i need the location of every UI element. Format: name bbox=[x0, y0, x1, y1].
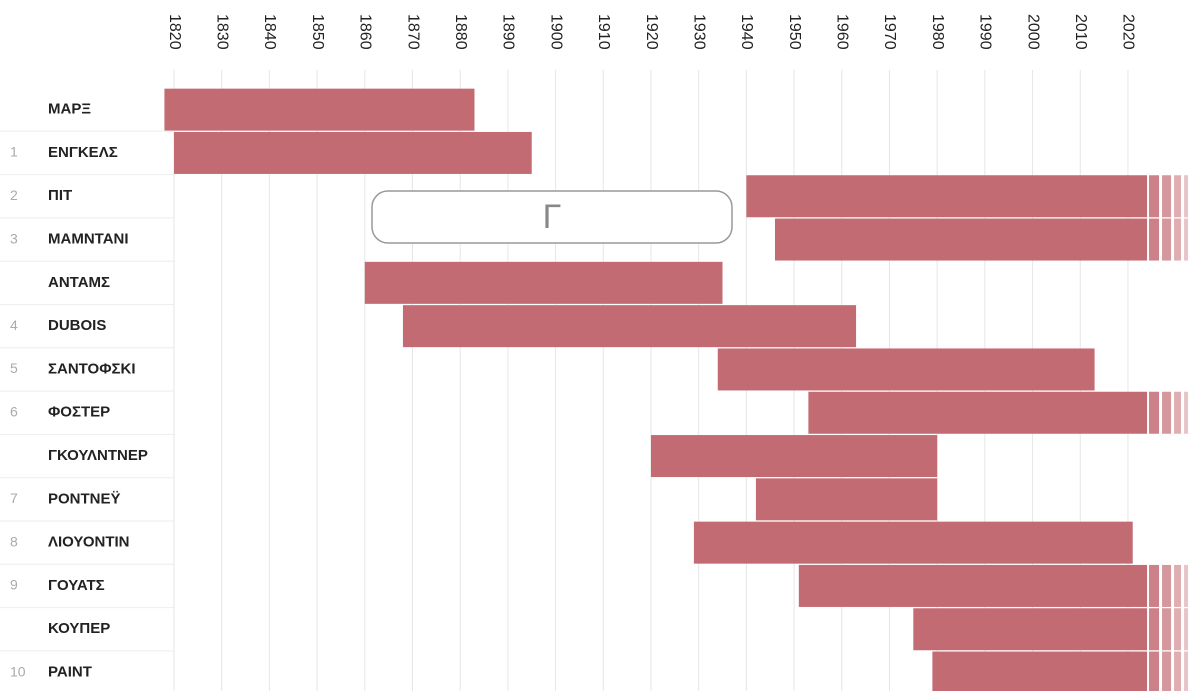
x-tick-label: 2010 bbox=[1072, 14, 1089, 50]
x-tick-label: 2000 bbox=[1024, 14, 1041, 50]
row-rank: 8 bbox=[10, 533, 18, 549]
x-tick-label: 2020 bbox=[1120, 14, 1137, 50]
search-box[interactable] bbox=[371, 190, 733, 244]
ongoing-fade bbox=[1174, 564, 1182, 607]
life-bar bbox=[932, 651, 1148, 691]
x-tick-label: 1950 bbox=[786, 14, 803, 50]
ongoing-fade bbox=[1184, 651, 1188, 691]
life-bar bbox=[650, 435, 938, 478]
x-tick-label: 1910 bbox=[595, 14, 612, 50]
row-name: ΓΚΟΥΛΝΤΝΕΡ bbox=[48, 447, 148, 464]
x-tick-label: 1960 bbox=[834, 14, 851, 50]
x-tick-label: 1900 bbox=[547, 14, 564, 50]
life-bar bbox=[717, 348, 1095, 391]
row-rank: 10 bbox=[10, 663, 26, 679]
ongoing-fade bbox=[1149, 175, 1160, 218]
ongoing-fade bbox=[1162, 175, 1172, 218]
x-tick-label: 1990 bbox=[977, 14, 994, 50]
row-rank: 3 bbox=[10, 230, 18, 246]
x-tick-label: 1920 bbox=[643, 14, 660, 50]
life-bar bbox=[913, 608, 1148, 651]
ongoing-fade bbox=[1174, 218, 1182, 261]
x-tick-label: 1940 bbox=[738, 14, 755, 50]
row-rank: 7 bbox=[10, 490, 18, 506]
row-rank: 4 bbox=[10, 317, 18, 333]
row-rank: 5 bbox=[10, 360, 18, 376]
row-name: DUBOIS bbox=[48, 317, 106, 334]
ongoing-fade bbox=[1174, 175, 1182, 218]
x-tick-label: 1980 bbox=[929, 14, 946, 50]
life-bar bbox=[774, 218, 1148, 261]
x-tick-label: 1840 bbox=[261, 14, 278, 50]
ongoing-fade bbox=[1184, 391, 1188, 434]
life-bar bbox=[164, 88, 475, 131]
x-tick-label: 1830 bbox=[213, 14, 230, 50]
life-bar bbox=[755, 478, 938, 521]
life-bar bbox=[173, 131, 532, 174]
row-name: PAINT bbox=[48, 664, 92, 681]
x-tick-label: 1890 bbox=[500, 14, 517, 50]
x-tick-label: 1850 bbox=[309, 14, 326, 50]
row-name: ΦΟΣΤΕΡ bbox=[48, 404, 110, 421]
x-tick-label: 1860 bbox=[357, 14, 374, 50]
x-tick-label: 1820 bbox=[166, 14, 183, 50]
life-bar bbox=[364, 261, 723, 304]
row-rank: 9 bbox=[10, 577, 18, 593]
life-bar bbox=[798, 564, 1148, 607]
ongoing-fade bbox=[1149, 391, 1160, 434]
row-rank: 1 bbox=[10, 144, 18, 160]
life-bar bbox=[402, 305, 857, 348]
row-name: ΚΟΥΠΕΡ bbox=[48, 620, 110, 637]
row-name: ΑΝΤΑΜΣ bbox=[48, 274, 110, 291]
ongoing-fade bbox=[1149, 608, 1160, 651]
ongoing-fade bbox=[1162, 608, 1172, 651]
life-bar bbox=[693, 521, 1133, 564]
ongoing-fade bbox=[1162, 564, 1172, 607]
x-tick-label: 1870 bbox=[404, 14, 421, 50]
ongoing-fade bbox=[1162, 391, 1172, 434]
row-rank: 6 bbox=[10, 403, 18, 419]
ongoing-fade bbox=[1149, 651, 1160, 691]
row-name: ΜΑΡΞ bbox=[48, 101, 91, 118]
x-tick-label: 1880 bbox=[452, 14, 469, 50]
row-name: ΣΑΝΤΟΦΣΚΙ bbox=[48, 360, 136, 377]
ongoing-fade bbox=[1174, 391, 1182, 434]
row-name: ΡΟΝΤΝΕΫ bbox=[48, 490, 121, 507]
search-label[interactable]: Γ bbox=[543, 198, 562, 236]
row-name: ΠΙΤ bbox=[48, 187, 72, 204]
row-name: ΜΑΜΝΤΑΝΙ bbox=[48, 231, 129, 248]
x-tick-label: 1930 bbox=[690, 14, 707, 50]
ongoing-fade bbox=[1149, 564, 1160, 607]
ongoing-fade bbox=[1149, 218, 1160, 261]
ongoing-fade bbox=[1184, 175, 1188, 218]
row-name: ΓΟΥΑΤΣ bbox=[48, 577, 105, 594]
ongoing-fade bbox=[1174, 608, 1182, 651]
row-name: ΛΙΟΥΟΝΤΙΝ bbox=[48, 534, 130, 551]
life-bar bbox=[746, 175, 1148, 218]
ongoing-fade bbox=[1184, 564, 1188, 607]
row-name: ΕΝΓΚΕΛΣ bbox=[48, 144, 118, 161]
x-tick-label: 1970 bbox=[881, 14, 898, 50]
ongoing-fade bbox=[1162, 651, 1172, 691]
ongoing-fade bbox=[1162, 218, 1172, 261]
life-bar bbox=[808, 391, 1148, 434]
ongoing-fade bbox=[1184, 218, 1188, 261]
row-rank: 2 bbox=[10, 187, 18, 203]
ongoing-fade bbox=[1184, 608, 1188, 651]
ongoing-fade bbox=[1174, 651, 1182, 691]
